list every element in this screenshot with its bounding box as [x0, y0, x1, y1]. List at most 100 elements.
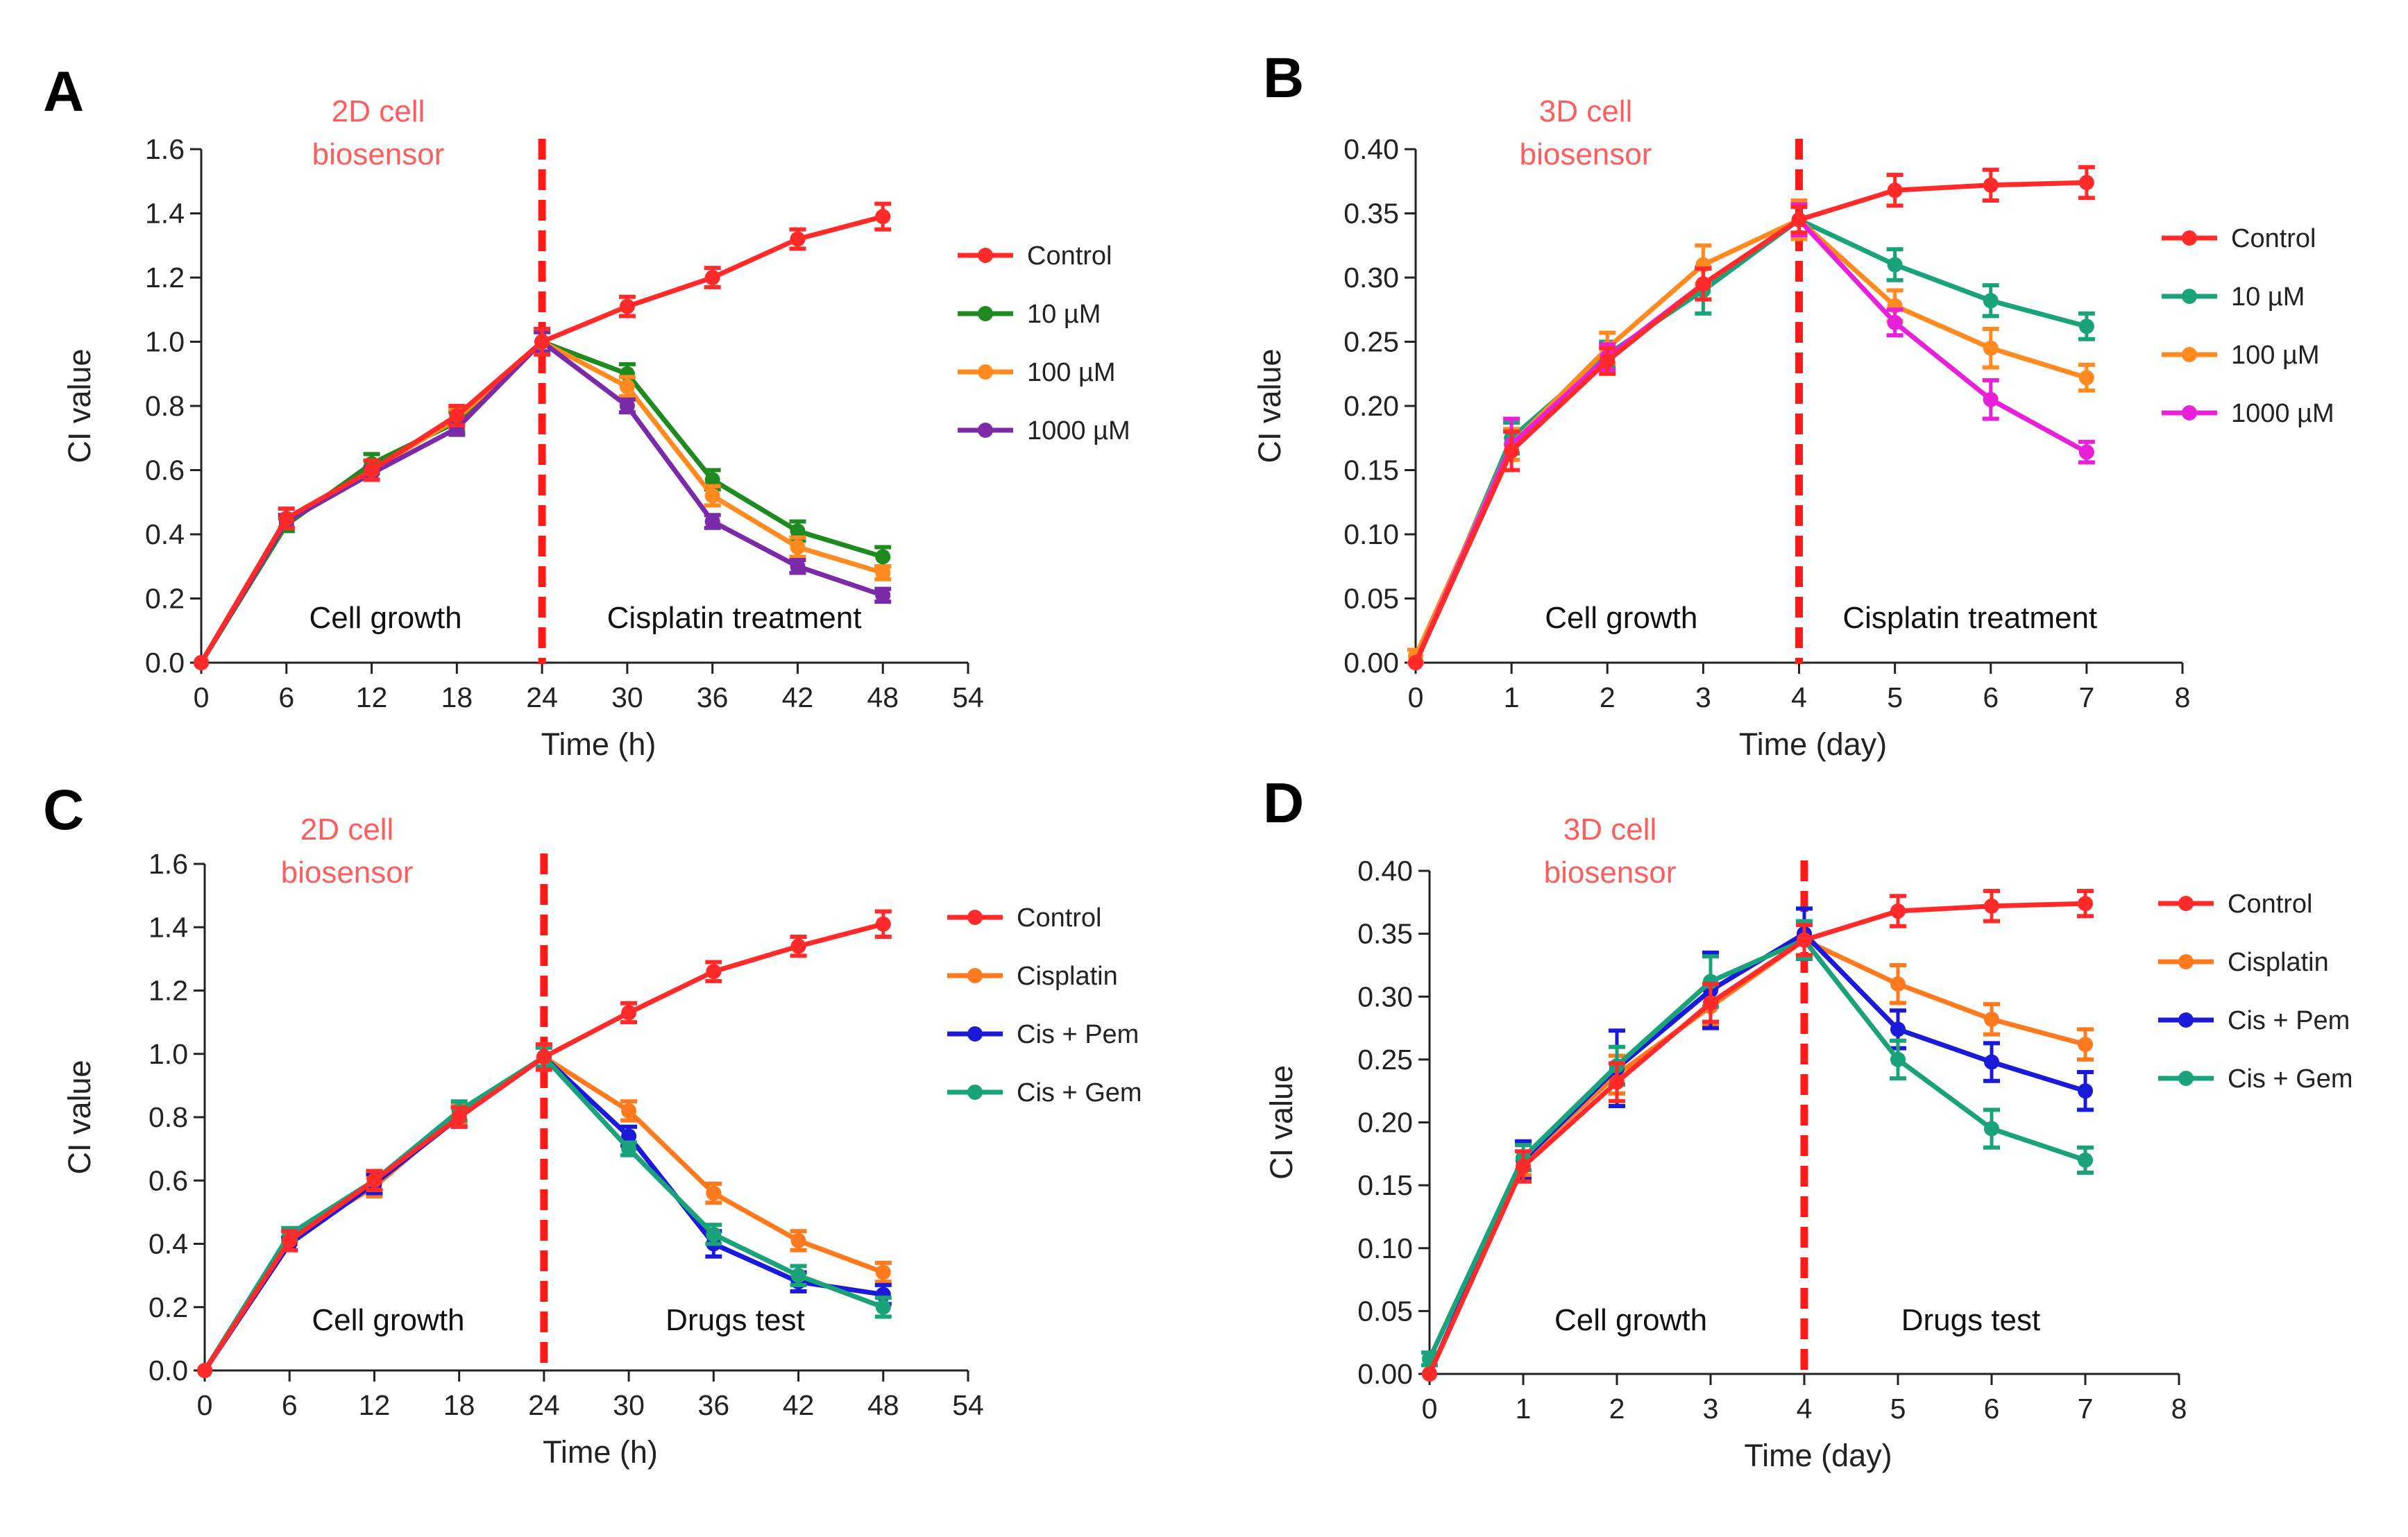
data-point: [2078, 1037, 2093, 1053]
series-control: [197, 909, 892, 1378]
y-tick-label: 0.15: [1357, 1169, 1413, 1201]
data-point: [2078, 444, 2094, 460]
biosensor-label-line1: 3D cell: [1563, 813, 1657, 847]
y-axis-title: CI value: [62, 348, 97, 463]
data-point: [790, 539, 806, 555]
biosensor-label-line2: biosensor: [281, 856, 414, 890]
series-line: [1413, 180, 2087, 664]
y-tick-label: 0.00: [1357, 1358, 1413, 1390]
y-tick-label: 0.8: [145, 390, 185, 422]
legend-label: 10 µM: [2231, 282, 2305, 312]
data-point: [366, 1173, 382, 1189]
y-tick-label: 1.2: [145, 262, 185, 294]
phase-label-growth: Cell growth: [1545, 601, 1697, 635]
data-point: [1422, 1366, 1437, 1382]
data-point: [790, 938, 806, 954]
legend-label: Cis + Gem: [1017, 1078, 1142, 1107]
phase-label-treatment: Drugs test: [665, 1303, 805, 1337]
x-tick-label: 42: [783, 1389, 815, 1421]
data-point: [1983, 177, 1999, 193]
legend-swatch-marker: [2178, 954, 2194, 969]
data-point: [2078, 175, 2094, 191]
legend-swatch-marker: [967, 1026, 983, 1042]
data-point: [1609, 1074, 1625, 1090]
legend: Control 10 µM 100 µM 1000 µM: [958, 241, 1130, 445]
data-point: [1984, 1011, 1999, 1027]
data-point: [790, 1232, 806, 1248]
series-control: [1408, 164, 2095, 670]
legend-swatch-marker: [967, 968, 983, 983]
data-point: [1983, 391, 1999, 407]
legend-label: 100 µM: [1027, 358, 1116, 387]
data-point: [621, 1005, 637, 1021]
panel-letter: D: [1263, 772, 1304, 835]
y-tick-label: 0.2: [145, 583, 185, 615]
data-point: [875, 549, 891, 565]
data-point: [704, 488, 720, 504]
data-point: [875, 565, 891, 581]
x-tick-label: 3: [1695, 681, 1711, 713]
x-axis-title: Time (h): [543, 1434, 658, 1470]
data-point: [619, 298, 635, 314]
y-tick-label: 0.4: [145, 518, 185, 550]
y-tick-label: 0.10: [1343, 518, 1399, 550]
y-tick-label: 0.6: [149, 1164, 188, 1196]
x-tick-label: 48: [867, 1389, 899, 1421]
data-point: [2078, 896, 2093, 912]
biosensor-label-line2: biosensor: [312, 137, 445, 171]
panel-letter: A: [43, 60, 84, 124]
data-point: [619, 398, 635, 414]
data-point: [1797, 932, 1812, 948]
y-tick-label: 0.2: [149, 1291, 188, 1323]
data-point: [1703, 995, 1718, 1011]
data-point: [619, 379, 635, 395]
biosensor-label-line1: 3D cell: [1539, 94, 1633, 128]
legend-swatch-marker: [2178, 1012, 2194, 1028]
legend-swatch-marker: [978, 248, 993, 263]
legend-label: Cis + Gem: [2228, 1064, 2353, 1094]
panel-letter: B: [1263, 46, 1304, 110]
phase-label-treatment: Drugs test: [1901, 1303, 2041, 1337]
data-point: [704, 513, 720, 529]
legend: Control Cisplatin Cis + Pem Cis + Gem: [947, 903, 1142, 1107]
series-control: [194, 201, 892, 670]
legend-swatch-marker: [967, 1085, 983, 1100]
data-point: [364, 462, 380, 478]
legend-label: Cisplatin: [2228, 948, 2329, 977]
legend-swatch-marker: [967, 910, 983, 925]
x-tick-label: 30: [613, 1389, 645, 1421]
legend-label: Cisplatin: [1017, 962, 1118, 991]
series-cis-gem: [1421, 919, 2094, 1368]
y-axis-title: CI value: [62, 1060, 97, 1174]
legend-label: Control: [2231, 224, 2316, 253]
data-point: [875, 1299, 891, 1315]
y-tick-label: 1.6: [145, 133, 185, 165]
data-point: [621, 1141, 637, 1157]
y-tick-label: 0.20: [1357, 1107, 1413, 1139]
x-tick-label: 0: [1422, 1393, 1438, 1425]
x-tick-label: 4: [1791, 681, 1807, 713]
x-tick-label: 6: [1984, 1393, 2000, 1425]
data-point: [2078, 1152, 2093, 1168]
y-tick-label: 1.6: [149, 848, 188, 880]
y-tick-label: 0.15: [1343, 455, 1399, 486]
x-axis-title: Time (day): [1739, 727, 1887, 762]
legend-swatch-marker: [2182, 405, 2197, 421]
series-control: [1422, 889, 2094, 1382]
y-tick-label: 0.25: [1343, 326, 1399, 358]
data-point: [1890, 976, 1906, 992]
series-line: [1427, 937, 2087, 1360]
legend-swatch-marker: [2182, 347, 2197, 362]
data-point: [1791, 212, 1807, 228]
y-tick-label: 1.4: [145, 198, 185, 230]
y-tick-label: 0.0: [145, 647, 185, 679]
data-point: [1887, 182, 1903, 198]
legend-swatch-marker: [978, 364, 993, 380]
data-point: [1984, 898, 1999, 914]
legend-label: Cis + Pem: [1017, 1020, 1139, 1049]
y-tick-label: 0.30: [1357, 980, 1413, 1012]
x-tick-label: 18: [441, 681, 473, 713]
data-point: [449, 407, 465, 423]
x-tick-label: 0: [197, 1389, 213, 1421]
